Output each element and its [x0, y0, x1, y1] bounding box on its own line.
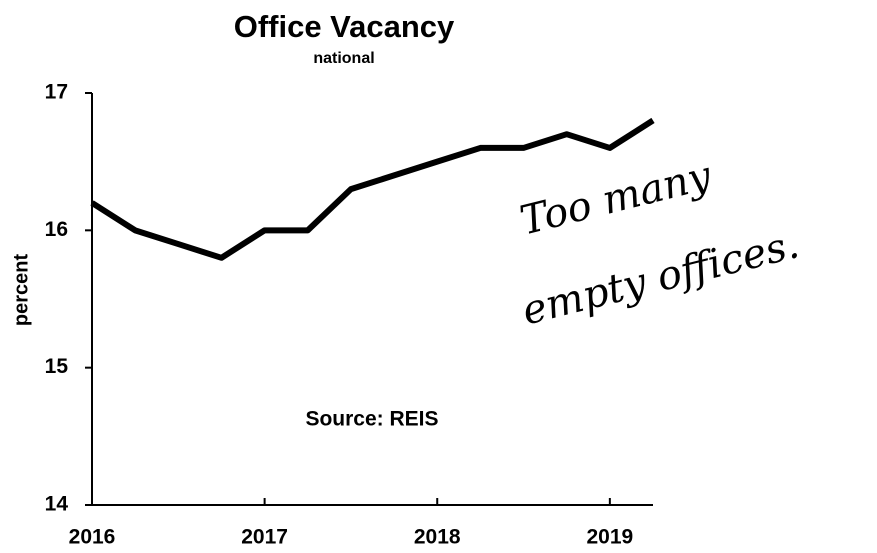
handwritten-note: empty offices.: [518, 221, 804, 334]
chart-subtitle: national: [313, 50, 374, 67]
chart-title: Office Vacancy: [234, 9, 455, 44]
x-tick-label: 2016: [69, 526, 116, 549]
x-tick-label: 2018: [414, 526, 461, 549]
y-tick-label: 17: [45, 81, 68, 104]
handwritten-note: Too many: [516, 152, 717, 244]
x-tick-label: 2017: [241, 526, 288, 549]
y-tick-label: 16: [45, 218, 68, 241]
y-tick-label: 15: [45, 355, 69, 378]
data-line: [90, 117, 655, 261]
source-note: Source: REIS: [305, 408, 438, 431]
x-tick-label: 2019: [586, 526, 633, 549]
y-tick-label: 14: [45, 493, 69, 516]
y-axis-label: percent: [10, 254, 32, 327]
